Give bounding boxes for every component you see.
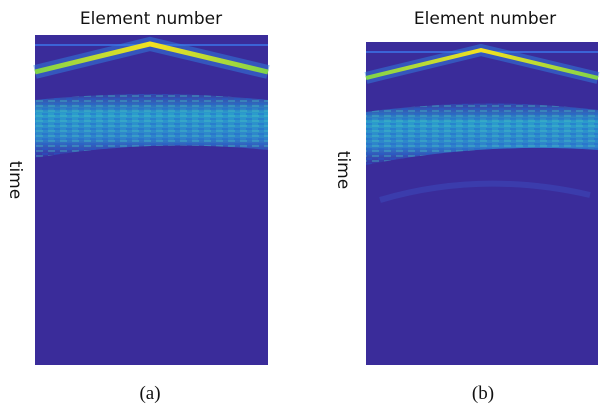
wave — [365, 47, 599, 80]
image — [35, 35, 268, 365]
panel-a: Element number time (a) — [5, 9, 270, 404]
wave — [34, 41, 269, 75]
panel-b: Element number time (b) — [333, 9, 600, 404]
panel-title: Element number — [80, 9, 222, 29]
y-label: time — [333, 151, 353, 189]
faint-echo — [379, 180, 591, 203]
echo-noise — [35, 94, 268, 158]
y-label: time — [5, 161, 25, 199]
image — [366, 42, 598, 365]
caption: (b) — [472, 383, 494, 404]
panel-title: Element number — [414, 9, 556, 29]
caption: (a) — [139, 383, 160, 404]
echo-noise — [366, 103, 598, 165]
